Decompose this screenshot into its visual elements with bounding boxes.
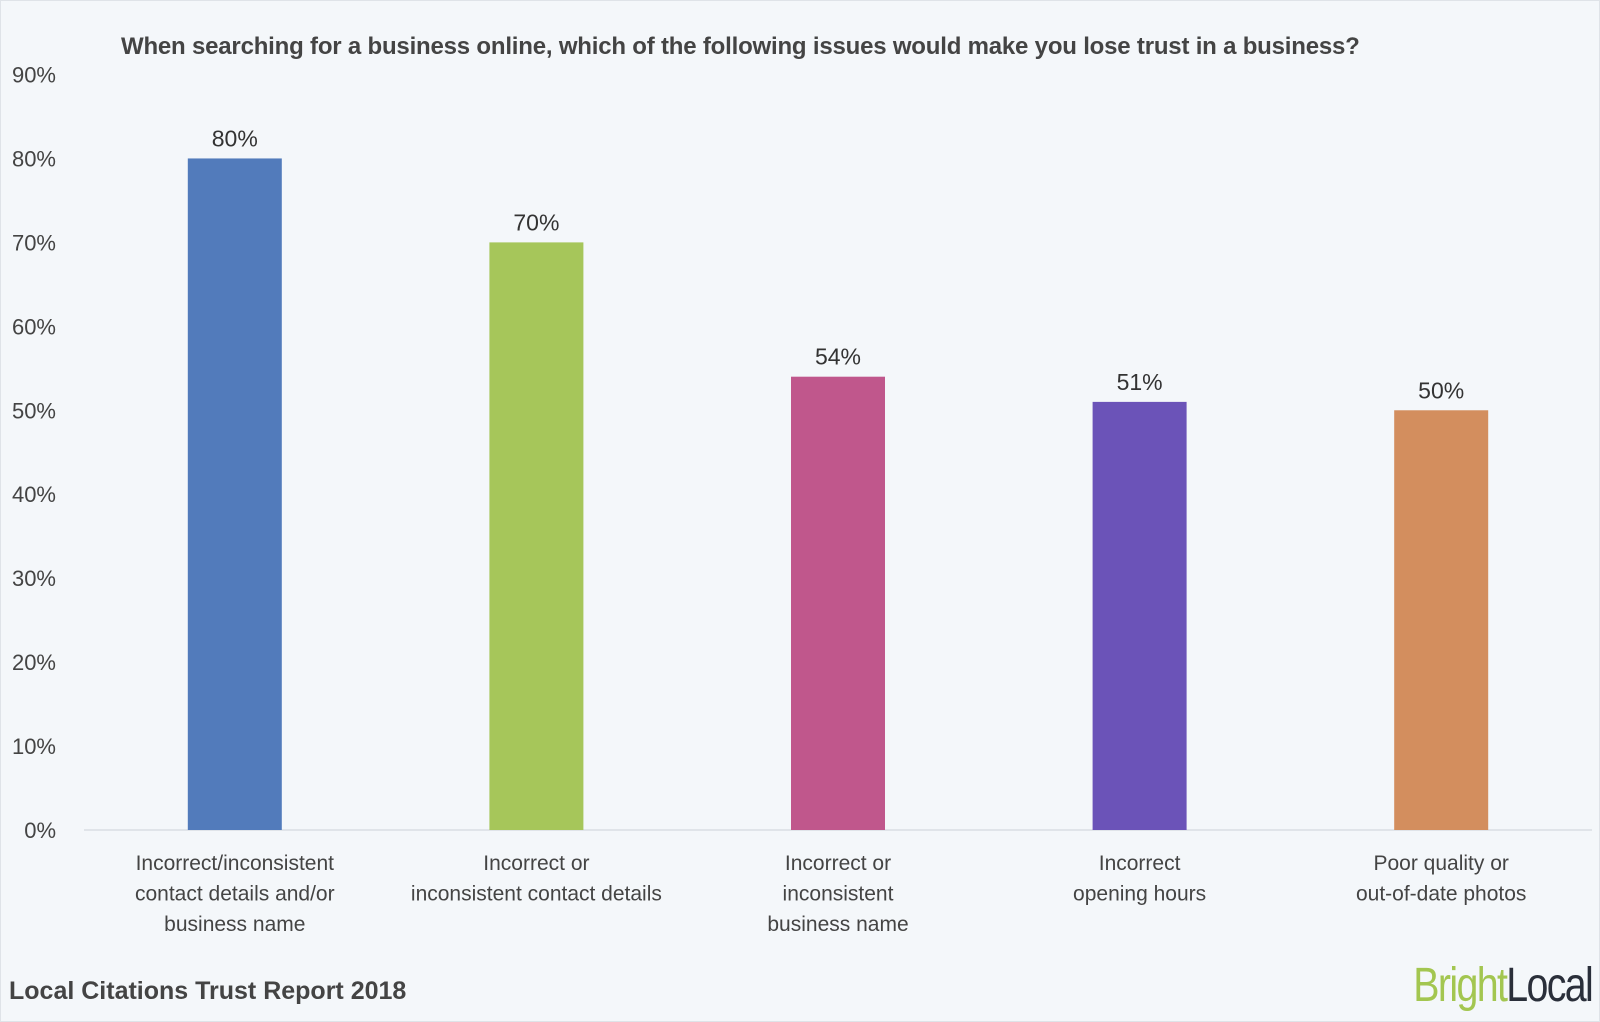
data-label: 51% <box>1117 369 1163 395</box>
data-label: 80% <box>212 125 258 151</box>
y-tick-label: 30% <box>12 566 56 591</box>
bar <box>489 242 584 830</box>
y-tick-label: 10% <box>12 734 56 759</box>
x-tick-label: contact details and/or <box>135 883 335 906</box>
y-tick-label: 40% <box>12 482 56 507</box>
x-tick-label: Incorrect <box>1099 852 1181 875</box>
y-tick-label: 0% <box>24 818 56 843</box>
x-tick-label: out-of-date photos <box>1356 883 1526 906</box>
x-tick-label: Incorrect/inconsistent <box>136 852 335 875</box>
y-tick-label: 50% <box>12 398 56 423</box>
y-tick-label: 60% <box>12 314 56 339</box>
y-tick-label: 70% <box>12 230 56 255</box>
bar <box>791 376 885 830</box>
x-tick-label: business name <box>767 913 908 936</box>
x-tick-label: Poor quality or <box>1373 852 1508 875</box>
bar <box>1092 401 1187 830</box>
x-tick-label: inconsistent contact details <box>411 883 662 906</box>
report-footer: Local Citations Trust Report 2018 <box>9 977 407 1005</box>
y-tick-label: 90% <box>12 63 56 88</box>
y-tick-label: 80% <box>12 146 56 171</box>
x-tick-label: opening hours <box>1073 883 1206 906</box>
x-tick-label: Incorrect or <box>483 852 589 875</box>
x-tick-label: inconsistent <box>783 883 894 906</box>
brightlocal-logo: BrightLocal <box>1413 959 1594 1012</box>
data-label: 54% <box>815 344 861 370</box>
chart-title: When searching for a business online, wh… <box>121 33 1360 60</box>
x-tick-label: business name <box>164 913 305 936</box>
data-label: 70% <box>513 209 559 235</box>
data-label: 50% <box>1418 377 1464 403</box>
bar <box>1394 410 1489 830</box>
y-tick-label: 20% <box>12 650 56 675</box>
x-tick-label: Incorrect or <box>785 852 891 875</box>
bar <box>187 158 282 830</box>
